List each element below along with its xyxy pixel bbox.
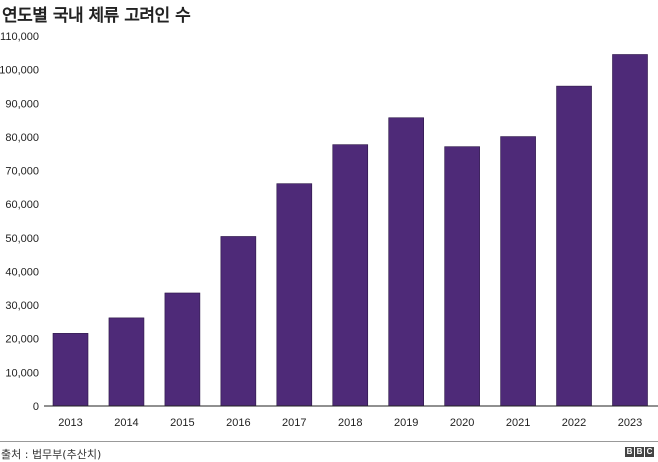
- y-tick-label: 70,000: [5, 166, 39, 178]
- y-tick-label: 50,000: [5, 233, 39, 245]
- bars: [52, 54, 648, 407]
- x-tick-label: 2019: [394, 417, 418, 429]
- x-tick-label: 2015: [170, 417, 194, 429]
- y-tick-label: 20,000: [5, 334, 39, 346]
- y-tick-label: 110,000: [0, 31, 39, 43]
- x-tick-label: 2021: [506, 417, 530, 429]
- footer-divider: [0, 441, 658, 442]
- y-tick-label: 30,000: [5, 300, 39, 312]
- bbc-logo: B B C: [625, 447, 654, 457]
- bbc-logo-letter: B: [625, 447, 634, 457]
- bar-2020: [444, 146, 480, 407]
- bar-2014: [108, 317, 145, 407]
- bar-2023: [612, 54, 648, 407]
- x-tick-label: 2023: [618, 417, 642, 429]
- bar-2013: [52, 333, 89, 407]
- x-tick-label: 2022: [562, 417, 586, 429]
- source-note: 출처 : 법무부(추산치): [1, 448, 102, 461]
- y-axis: 0 10,000 20,000 30,000 40,000 50,000 60,000 70,…: [0, 31, 39, 413]
- x-tick-label: 2016: [226, 417, 250, 429]
- x-tick-label: 2013: [58, 417, 82, 429]
- y-tick-label: 10,000: [5, 367, 39, 379]
- x-axis: 2013 2014 2015 2016 2017 2018 2019 2020 2021 2022…: [58, 417, 642, 429]
- x-tick-label: 2018: [338, 417, 362, 429]
- y-tick-label: 90,000: [5, 98, 39, 110]
- bbc-logo-letter: B: [635, 447, 644, 457]
- x-tick-label: 2020: [450, 417, 474, 429]
- bar-chart: 0 10,000 20,000 30,000 40,000 50,000 60,000 70,…: [0, 31, 658, 429]
- x-tick-label: 2014: [114, 417, 138, 429]
- chart-title: 연도별 국내 체류 고려인 수: [2, 6, 191, 26]
- bar-2021: [500, 136, 536, 407]
- y-tick-label: 0: [33, 401, 39, 413]
- bar-2016: [220, 236, 257, 407]
- bar-2018: [332, 144, 369, 407]
- bbc-logo-letter: C: [645, 447, 654, 457]
- bar-2015: [164, 292, 201, 407]
- y-tick-label: 100,000: [0, 65, 39, 77]
- bar-2019: [388, 117, 425, 407]
- y-tick-label: 40,000: [5, 266, 39, 278]
- bar-2022: [556, 85, 592, 407]
- x-tick-label: 2017: [282, 417, 306, 429]
- bar-2017: [276, 183, 313, 407]
- y-tick-label: 60,000: [5, 199, 39, 211]
- y-tick-label: 80,000: [5, 132, 39, 144]
